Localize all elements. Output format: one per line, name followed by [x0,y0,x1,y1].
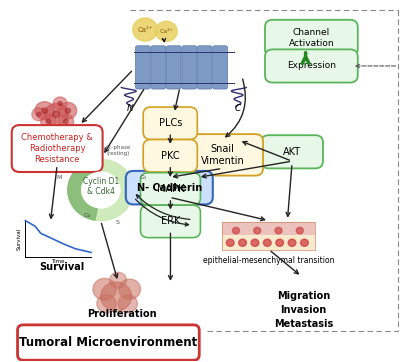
Wedge shape [68,160,97,220]
Circle shape [239,239,247,247]
Circle shape [118,295,138,313]
Text: M: M [57,175,62,180]
Text: G₁: G₁ [139,175,147,180]
Circle shape [254,227,261,234]
FancyBboxPatch shape [223,223,315,249]
Text: Time: Time [51,259,65,264]
FancyBboxPatch shape [18,325,199,360]
Text: epithelial-mesenchymal transition: epithelial-mesenchymal transition [203,256,334,265]
Text: Proliferation: Proliferation [87,309,157,319]
Text: Survival: Survival [39,262,85,273]
Text: PKC: PKC [161,151,180,161]
FancyBboxPatch shape [265,20,358,56]
Circle shape [58,114,74,129]
Circle shape [32,108,46,121]
Circle shape [263,239,271,247]
Text: G₀-phase
(resting): G₀-phase (resting) [105,145,131,156]
Circle shape [35,102,54,120]
Circle shape [251,239,259,247]
Text: Snail
Vimentin: Snail Vimentin [200,144,244,166]
Text: ERK: ERK [161,216,180,226]
Text: Channel
Activation: Channel Activation [289,29,334,48]
Text: Survival: Survival [17,228,22,250]
FancyBboxPatch shape [151,46,166,89]
Circle shape [288,239,296,247]
Text: C: C [235,104,241,113]
FancyBboxPatch shape [197,46,212,89]
Circle shape [301,239,308,247]
Circle shape [296,227,303,234]
FancyBboxPatch shape [143,139,197,172]
Circle shape [226,239,234,247]
FancyBboxPatch shape [140,173,200,205]
Text: AKT: AKT [283,147,301,157]
Circle shape [46,119,51,124]
Text: N: N [127,104,134,113]
Circle shape [65,108,71,113]
Text: PLCs: PLCs [158,118,182,128]
Text: Ca²⁺: Ca²⁺ [137,26,153,33]
FancyBboxPatch shape [143,107,197,139]
Circle shape [68,159,134,221]
FancyBboxPatch shape [265,49,358,83]
FancyBboxPatch shape [182,46,196,89]
Text: Chemotherapy &
Radiotherapy
Resistance: Chemotherapy & Radiotherapy Resistance [21,133,93,164]
Circle shape [97,295,116,313]
Circle shape [109,272,127,288]
Circle shape [133,18,158,41]
FancyBboxPatch shape [261,135,323,168]
Text: MAPK: MAPK [157,184,184,194]
Circle shape [53,97,67,110]
FancyBboxPatch shape [126,171,213,205]
Circle shape [37,112,41,116]
FancyBboxPatch shape [182,134,263,176]
FancyBboxPatch shape [12,125,103,172]
Circle shape [82,172,120,208]
Circle shape [156,21,177,41]
Circle shape [82,172,120,208]
Circle shape [275,227,282,234]
Text: Cyclin D1
& Cdk4: Cyclin D1 & Cdk4 [83,177,119,196]
Circle shape [233,227,239,234]
FancyBboxPatch shape [213,46,227,89]
Circle shape [53,111,60,118]
Text: Tumoral Microenvironment: Tumoral Microenvironment [19,336,198,349]
FancyBboxPatch shape [166,46,181,89]
Circle shape [58,101,62,105]
Text: Migration
Invasion
Metastasis: Migration Invasion Metastasis [274,291,333,329]
Circle shape [276,239,284,247]
Circle shape [119,279,140,299]
Text: Expression: Expression [287,62,336,71]
Circle shape [41,114,56,129]
Circle shape [93,278,116,300]
Circle shape [42,108,47,113]
Text: G₂: G₂ [84,213,91,218]
Text: Ca²⁺: Ca²⁺ [159,29,173,34]
Circle shape [63,119,68,124]
Text: N- Cadherin: N- Cadherin [137,183,202,193]
Circle shape [45,104,68,125]
FancyBboxPatch shape [140,205,200,237]
FancyBboxPatch shape [223,223,315,235]
FancyBboxPatch shape [136,46,150,89]
Circle shape [101,282,132,311]
Circle shape [59,102,77,119]
Text: S: S [115,220,119,225]
